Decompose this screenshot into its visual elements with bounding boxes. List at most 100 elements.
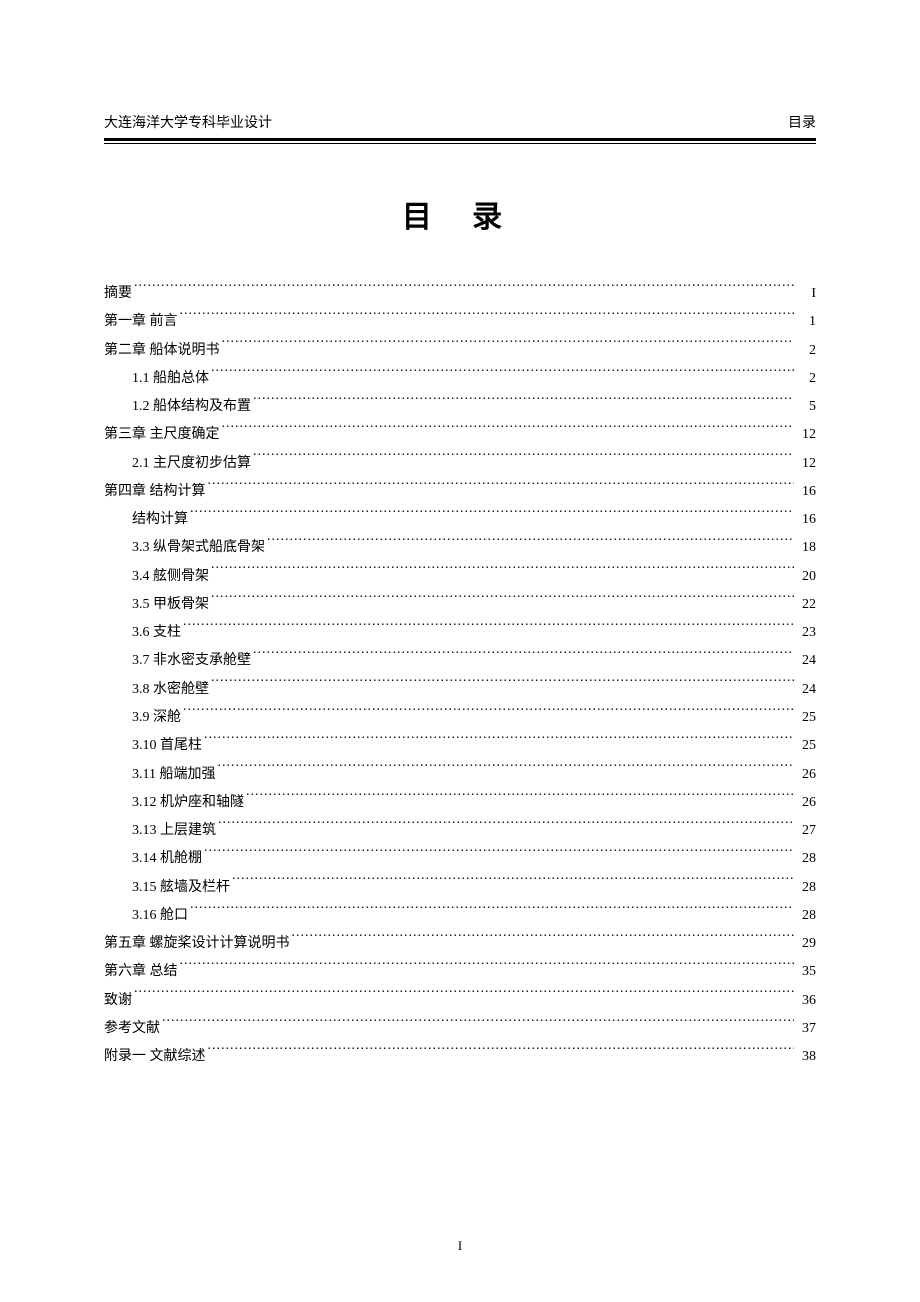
toc-entry[interactable]: 3.8 水密舱壁 24	[104, 676, 816, 704]
toc-label: 附录一 文献综述	[104, 1043, 206, 1071]
toc-entry[interactable]: 3.7 非水密支承舱壁 24	[104, 647, 816, 675]
toc-leader-dots	[190, 905, 794, 919]
toc-page-number: 28	[796, 874, 816, 902]
toc-entry[interactable]: 1.1 船舶总体 2	[104, 365, 816, 393]
toc-page-number: 28	[796, 902, 816, 930]
toc-page-number: 37	[796, 1015, 816, 1043]
toc-page-number: 29	[796, 930, 816, 958]
toc-entry[interactable]: 3.16 舱口 28	[104, 902, 816, 930]
toc-entry[interactable]: 3.13 上层建筑 27	[104, 817, 816, 845]
toc-entry[interactable]: 2.1 主尺度初步估算12	[104, 450, 816, 478]
toc-label: 第四章 结构计算	[104, 478, 206, 506]
toc-leader-dots	[253, 453, 794, 467]
toc-leader-dots	[204, 735, 794, 749]
toc-leader-dots	[180, 961, 795, 975]
toc-entry[interactable]: 第三章 主尺度确定12	[104, 421, 816, 449]
toc-page-number: 38	[796, 1043, 816, 1071]
toc-page-number: 16	[796, 478, 816, 506]
toc-leader-dots	[211, 368, 794, 382]
toc-page-number: 25	[796, 732, 816, 760]
toc-page-number: 2	[796, 365, 816, 393]
toc-leader-dots	[253, 650, 794, 664]
toc-label: 3.7 非水密支承舱壁	[132, 647, 251, 675]
toc-page-number: I	[796, 280, 816, 308]
toc-page-number: 27	[796, 817, 816, 845]
toc-entry[interactable]: 摘要 I	[104, 280, 816, 308]
toc-leader-dots	[204, 848, 794, 862]
toc-page-number: 16	[796, 506, 816, 534]
toc-label: 3.11 船端加强	[132, 761, 215, 789]
toc-label: 摘要	[104, 280, 132, 308]
toc-leader-dots	[218, 820, 794, 834]
toc-page-number: 18	[796, 534, 816, 562]
header-left-text: 大连海洋大学专科毕业设计	[104, 112, 272, 132]
toc-page-number: 28	[796, 845, 816, 873]
page-number: I	[458, 1238, 462, 1254]
toc-label: 第二章 船体说明书	[104, 337, 220, 365]
toc-leader-dots	[232, 877, 794, 891]
toc-entry[interactable]: 致谢 36	[104, 987, 816, 1015]
toc-leader-dots	[208, 481, 795, 495]
toc-leader-dots	[162, 1018, 794, 1032]
toc-page-number: 5	[796, 393, 816, 421]
toc-entry[interactable]: 3.11 船端加强 26	[104, 761, 816, 789]
toc-page-number: 25	[796, 704, 816, 732]
toc-label: 3.15 舷墙及栏杆	[132, 874, 230, 902]
toc-entry[interactable]: 参考文献 37	[104, 1015, 816, 1043]
toc-page-number: 23	[796, 619, 816, 647]
toc-leader-dots	[217, 764, 794, 778]
toc-label: 第一章 前言	[104, 308, 178, 336]
toc-label: 3.5 甲板骨架	[132, 591, 209, 619]
toc-entry[interactable]: 结构计算 16	[104, 506, 816, 534]
toc-label: 3.16 舱口	[132, 902, 188, 930]
toc-entry[interactable]: 第六章 总结35	[104, 958, 816, 986]
toc-entry[interactable]: 第四章 结构计算 16	[104, 478, 816, 506]
toc-entry[interactable]: 3.12 机炉座和轴隧26	[104, 789, 816, 817]
toc-entry[interactable]: 3.3 纵骨架式船底骨架 18	[104, 534, 816, 562]
toc-entry[interactable]: 第二章 船体说明书 2	[104, 337, 816, 365]
toc-leader-dots	[183, 622, 794, 636]
toc-page-number: 26	[796, 761, 816, 789]
toc-leader-dots	[222, 424, 795, 438]
toc-label: 1.1 船舶总体	[132, 365, 209, 393]
toc-label: 2.1 主尺度初步估算	[132, 450, 251, 478]
toc-page-number: 1	[796, 308, 816, 336]
toc-label: 1.2 船体结构及布置	[132, 393, 251, 421]
toc-entry[interactable]: 3.9 深舱 25	[104, 704, 816, 732]
toc-entry[interactable]: 附录一 文献综述 38	[104, 1043, 816, 1071]
toc-entry[interactable]: 3.4 舷侧骨架20	[104, 563, 816, 591]
toc-leader-dots	[222, 340, 795, 354]
toc-label: 3.6 支柱	[132, 619, 181, 647]
toc-leader-dots	[267, 537, 794, 551]
header-right-text: 目录	[788, 112, 816, 132]
toc-label: 参考文献	[104, 1015, 160, 1043]
toc-label: 3.9 深舱	[132, 704, 181, 732]
document-page: 大连海洋大学专科毕业设计 目录 目 录 摘要I第一章 前言1第二章 船体说明书2…	[0, 0, 920, 1302]
toc-leader-dots	[211, 566, 794, 580]
toc-entry[interactable]: 第一章 前言 1	[104, 308, 816, 336]
toc-label: 3.13 上层建筑	[132, 817, 216, 845]
toc-entry[interactable]: 1.2 船体结构及布置 5	[104, 393, 816, 421]
toc-label: 致谢	[104, 987, 132, 1015]
toc-page-number: 36	[796, 987, 816, 1015]
toc-leader-dots	[211, 594, 794, 608]
toc-label: 第五章 螺旋桨设计计算说明书	[104, 930, 290, 958]
toc-page-number: 2	[796, 337, 816, 365]
toc-leader-dots	[134, 990, 794, 1004]
toc-entry[interactable]: 3.6 支柱 23	[104, 619, 816, 647]
toc-label: 3.3 纵骨架式船底骨架	[132, 534, 265, 562]
toc-leader-dots	[211, 679, 794, 693]
toc-label: 3.14 机舱棚	[132, 845, 202, 873]
header-rule-thin	[104, 143, 816, 144]
toc-label: 3.8 水密舱壁	[132, 676, 209, 704]
toc-page-number: 35	[796, 958, 816, 986]
toc-leader-dots	[180, 311, 795, 325]
toc-entry[interactable]: 3.14 机舱棚 28	[104, 845, 816, 873]
toc-page-number: 24	[796, 676, 816, 704]
toc-label: 结构计算	[132, 506, 188, 534]
toc-entry[interactable]: 3.10 首尾柱25	[104, 732, 816, 760]
toc-entry[interactable]: 第五章 螺旋桨设计计算说明书 29	[104, 930, 816, 958]
toc-entry[interactable]: 3.15 舷墙及栏杆 28	[104, 874, 816, 902]
toc-page-number: 24	[796, 647, 816, 675]
toc-entry[interactable]: 3.5 甲板骨架22	[104, 591, 816, 619]
